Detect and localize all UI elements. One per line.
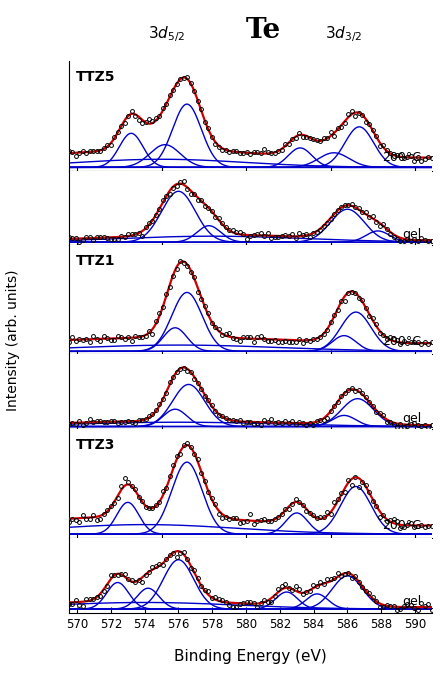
Text: 200°C: 200°C — [382, 519, 421, 532]
Text: gel: gel — [402, 411, 421, 424]
Text: Intensity (arb. units): Intensity (arb. units) — [6, 270, 20, 411]
Text: $3d_{5/2}$: $3d_{5/2}$ — [148, 25, 185, 44]
Text: 200°C: 200°C — [382, 151, 421, 164]
Text: gel: gel — [402, 227, 421, 240]
Text: gel: gel — [402, 595, 421, 608]
Text: Te: Te — [246, 17, 281, 44]
Text: TTZ5: TTZ5 — [76, 70, 116, 84]
Text: Binding Energy (eV): Binding Energy (eV) — [174, 649, 326, 664]
Text: TTZ1: TTZ1 — [76, 254, 116, 268]
Text: $3d_{3/2}$: $3d_{3/2}$ — [325, 25, 362, 44]
Text: TTZ3: TTZ3 — [76, 438, 115, 452]
Text: 200°C: 200°C — [382, 335, 421, 348]
